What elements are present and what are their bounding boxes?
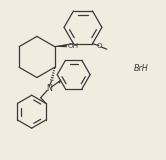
Text: N: N bbox=[46, 84, 52, 93]
Text: BrH: BrH bbox=[134, 64, 149, 73]
Text: OH: OH bbox=[68, 43, 79, 49]
Text: O: O bbox=[97, 43, 103, 49]
Polygon shape bbox=[55, 44, 67, 47]
